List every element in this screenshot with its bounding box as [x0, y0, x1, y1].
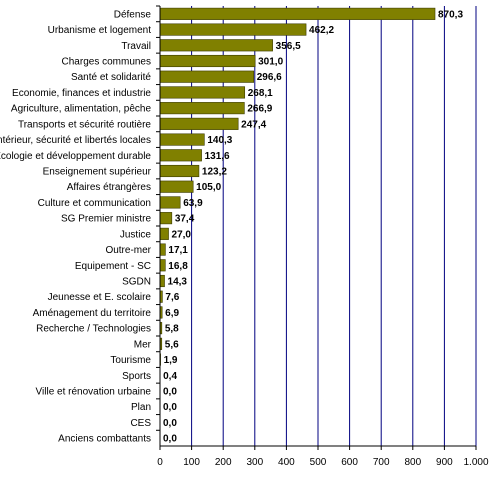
bar-affaires-etrangeres — [159, 180, 194, 193]
bar-sante-et-solidarite — [159, 70, 255, 83]
bar-culture-et-communication — [159, 196, 181, 209]
x-tick-label-100: 100 — [183, 457, 200, 468]
bar-transports-et-securite-routiere — [159, 117, 239, 130]
category-label-sante-et-solidarite: Santé et solidarité — [71, 72, 151, 83]
axes — [156, 5, 477, 450]
value-label-sg-premier-ministre: 37,4 — [175, 214, 195, 225]
bar-defense — [159, 7, 436, 20]
category-label-urbanisme-et-logement: Urbanisme et logement — [48, 25, 152, 36]
bar-travail — [159, 39, 273, 52]
bar-justice — [159, 227, 169, 240]
value-label-defense: 870,3 — [438, 9, 463, 20]
value-label-economie-finances-et-industrie: 268,1 — [248, 88, 273, 99]
value-label-culture-et-communication: 63,9 — [183, 198, 203, 209]
value-label-amenagement-du-territoire: 6,9 — [165, 308, 179, 319]
bar-interieur-securite-et-libertes-locales — [159, 133, 205, 146]
bar-enseignement-superieur — [159, 164, 200, 178]
category-label-interieur-securite-et-libertes-locales: Intérieur, sécurité et libertés locales — [0, 135, 151, 146]
category-label-culture-et-communication: Culture et communication — [38, 198, 151, 209]
value-label-anciens-combattants: 0,0 — [163, 434, 177, 445]
category-label-sports: Sports — [122, 371, 151, 382]
category-label-recherche-technologies: Recherche / Technologies — [36, 324, 151, 335]
category-label-ecologie-et-developpement-durable: Écologie et développement durable — [0, 149, 151, 162]
bar-equipement-sc — [159, 259, 166, 272]
category-label-jeunesse-et-e-scolaire: Jeunesse et E. scolaire — [48, 292, 152, 303]
category-label-sg-premier-ministre: SG Premier ministre — [61, 214, 151, 225]
value-label-equipement-sc: 16,8 — [168, 261, 188, 272]
x-tick-label-400: 400 — [278, 457, 295, 468]
category-labels: Défense Urbanisme et logement Travail Charg… — [0, 9, 152, 444]
value-label-transports-et-securite-routiere: 247,4 — [241, 119, 266, 130]
x-tick-label-200: 200 — [215, 457, 232, 468]
category-label-plan: Plan — [131, 402, 151, 413]
category-label-tourisme: Tourisme — [110, 355, 151, 366]
value-label-agriculture-alimentation-peche: 266,9 — [247, 104, 272, 115]
value-label-travail: 356,5 — [276, 41, 301, 52]
x-tick-label-900: 900 — [436, 457, 453, 468]
value-label-sgdn: 14,3 — [168, 277, 188, 288]
value-label-affaires-etrangeres: 105,0 — [196, 182, 221, 193]
x-tick-label-1000: 1.000 — [463, 457, 488, 468]
value-label-sante-et-solidarite: 296,6 — [257, 72, 282, 83]
x-tick-label-700: 700 — [373, 457, 390, 468]
category-label-charges-communes: Charges communes — [62, 57, 151, 68]
category-label-ville-et-renovation-urbaine: Ville et rénovation urbaine — [36, 387, 152, 398]
x-tick-label-0: 0 — [157, 457, 163, 468]
category-label-affaires-etrangeres: Affaires étrangères — [67, 182, 151, 193]
category-label-anciens-combattants: Anciens combattants — [58, 434, 151, 445]
bar-urbanisme-et-logement — [159, 23, 307, 36]
value-label-outre-mer: 17,1 — [168, 245, 188, 256]
category-label-travail: Travail — [121, 41, 151, 52]
category-label-transports-et-securite-routiere: Transports et sécurité routière — [18, 119, 151, 130]
x-tick-label-800: 800 — [404, 457, 421, 468]
value-label-recherche-technologies: 5,8 — [165, 324, 179, 335]
value-label-charges-communes: 301,0 — [258, 57, 283, 68]
category-label-outre-mer: Outre-mer — [105, 245, 151, 256]
value-label-jeunesse-et-e-scolaire: 7,6 — [165, 292, 179, 303]
category-label-enseignement-superieur: Enseignement supérieur — [43, 167, 152, 178]
category-label-mer: Mer — [134, 339, 152, 350]
value-label-enseignement-superieur: 123,2 — [202, 167, 227, 178]
value-labels: 870,3 462,2 356,5 301,0 296,6 268,1 266,9 247,4… — [163, 9, 463, 444]
category-label-ces: CES — [130, 418, 151, 429]
bar-economie-finances-et-industrie — [159, 86, 246, 99]
category-label-equipement-sc: Equipement - SC — [75, 261, 151, 272]
category-label-amenagement-du-territoire: Aménagement du territoire — [33, 308, 152, 319]
value-label-ville-et-renovation-urbaine: 0,0 — [163, 387, 177, 398]
value-label-plan: 0,0 — [163, 402, 177, 413]
value-label-ecologie-et-developpement-durable: 131,6 — [205, 151, 230, 162]
bars — [159, 7, 436, 366]
category-label-economie-finances-et-industrie: Economie, finances et industrie — [12, 88, 151, 99]
value-label-mer: 5,6 — [165, 339, 179, 350]
bar-sg-premier-ministre — [159, 212, 173, 225]
category-label-sgdn: SGDN — [122, 277, 151, 288]
category-label-justice: Justice — [120, 229, 152, 240]
bar-agriculture-alimentation-peche — [159, 102, 245, 115]
value-label-ces: 0,0 — [163, 418, 177, 429]
x-tick-label-300: 300 — [246, 457, 263, 468]
x-tick-label-500: 500 — [310, 457, 327, 468]
bar-outre-mer — [159, 243, 166, 256]
value-label-interieur-securite-et-libertes-locales: 140,3 — [207, 135, 232, 146]
category-label-defense: Défense — [114, 9, 152, 20]
x-tick-labels: 0 100 200 300 400 500 600 700 800 900 1.000 — [157, 457, 489, 468]
bar-sgdn — [159, 274, 165, 288]
bar-charges-communes — [159, 54, 256, 68]
bar-ecologie-et-developpement-durable — [159, 149, 202, 162]
category-label-agriculture-alimentation-peche: Agriculture, alimentation, pêche — [11, 104, 152, 115]
value-label-sports: 0,4 — [163, 371, 177, 382]
value-label-tourisme: 1,9 — [164, 355, 178, 366]
value-label-justice: 27,0 — [172, 229, 192, 240]
value-label-urbanisme-et-logement: 462,2 — [309, 25, 334, 36]
x-tick-label-600: 600 — [341, 457, 358, 468]
